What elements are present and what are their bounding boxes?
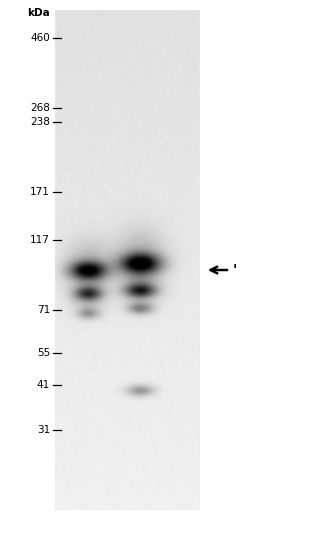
Text: 268: 268 [30,103,50,113]
Text: kDa: kDa [27,8,50,18]
Text: 55: 55 [37,348,50,358]
Text: 171: 171 [30,187,50,197]
Text: 71: 71 [37,305,50,315]
Text: 460: 460 [30,33,50,43]
Text: 41: 41 [37,380,50,390]
Text: 238: 238 [30,117,50,127]
Text: 117: 117 [30,235,50,245]
Text: 31: 31 [37,425,50,435]
Text: ': ' [233,263,237,277]
